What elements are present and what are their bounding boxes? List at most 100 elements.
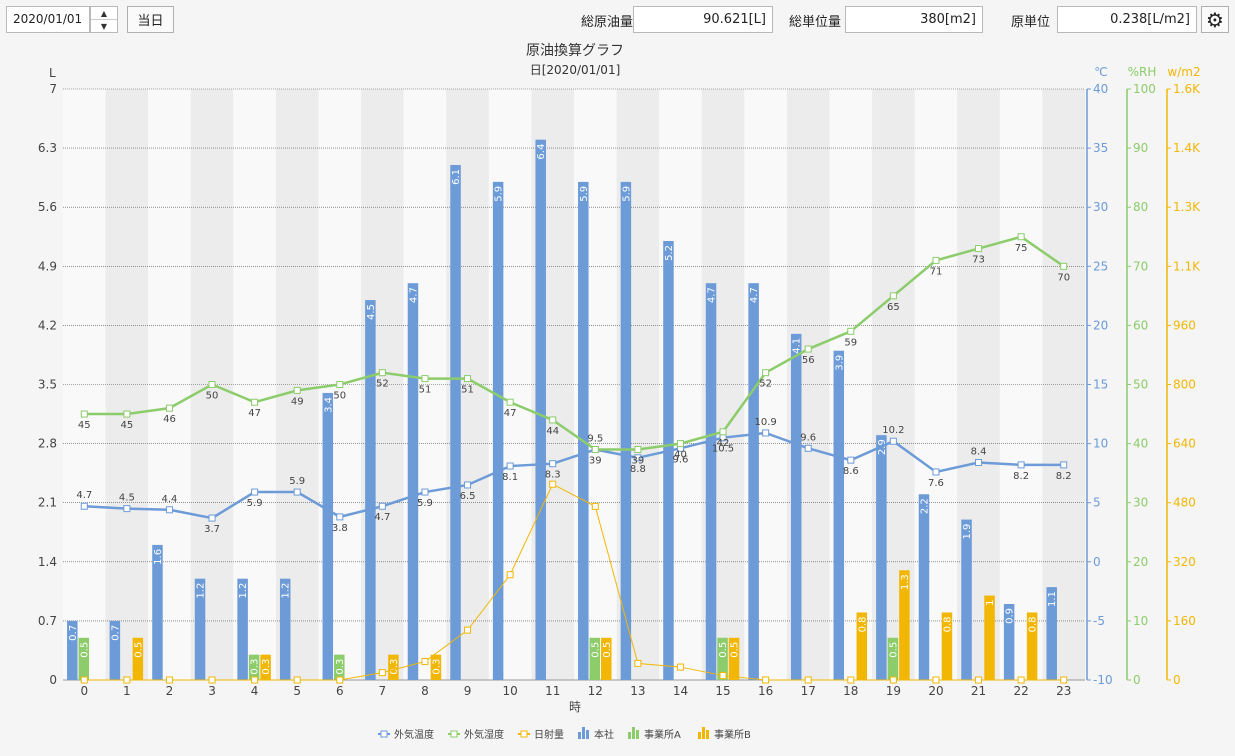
date-input[interactable]: 2020/01/01	[6, 6, 90, 33]
y-tick-label: 2.8	[38, 437, 57, 451]
bar-事業所B	[601, 637, 612, 680]
legend-marker-icon	[380, 730, 388, 738]
point-外気温度	[1017, 461, 1025, 469]
total-oil-label: 総原油量	[581, 15, 634, 30]
spin-down-icon[interactable]: ▼	[91, 19, 117, 32]
y-tick-label: 4.9	[38, 259, 57, 273]
point-外気湿度	[762, 369, 770, 377]
solar-tick-label: 1.3K	[1173, 200, 1201, 214]
point-日射量	[889, 676, 897, 684]
temp-tick-label: 35	[1093, 141, 1108, 155]
today-button[interactable]: 当日	[127, 6, 174, 33]
point-日射量	[932, 676, 940, 684]
point-外気湿度	[1017, 233, 1025, 241]
y-tick-label: 2.1	[38, 496, 57, 510]
legend-bar-icon	[586, 730, 589, 739]
x-tick-label: 17	[801, 684, 816, 698]
bar-label: 0.8	[1028, 616, 1039, 632]
point-外気湿度	[932, 256, 940, 264]
x-tick-label: 8	[421, 684, 429, 698]
point-label: 49	[291, 396, 304, 407]
y-tick-label: 6.3	[38, 141, 57, 155]
plot-band	[63, 89, 106, 680]
point-label: 6.5	[460, 491, 476, 502]
point-外気温度	[165, 506, 173, 514]
bar-label: 0.5	[718, 642, 729, 658]
bar-本社	[833, 350, 845, 680]
point-label: 71	[930, 266, 943, 277]
x-tick-label: 21	[971, 684, 986, 698]
point-label: 45	[78, 420, 91, 431]
bar-label: 0.3	[389, 659, 400, 675]
bar-事業所B	[430, 654, 442, 680]
point-label: 7.6	[928, 478, 944, 489]
x-tick-label: 11	[545, 684, 560, 698]
y-tick-label: 7	[49, 82, 57, 96]
temp-axis-title: ℃	[1094, 65, 1107, 79]
bar-本社	[194, 578, 206, 680]
bar-本社	[663, 240, 674, 680]
point-日射量	[549, 480, 557, 488]
spin-up-icon[interactable]: ▲	[100, 8, 108, 18]
solar-tick-label: 960	[1173, 318, 1196, 332]
x-tick-label: 6	[336, 684, 344, 698]
temp-tick-label: 25	[1093, 259, 1108, 273]
point-label: 4.7	[374, 512, 390, 523]
humidity-tick-label: 0	[1133, 673, 1141, 687]
point-label: 9.6	[800, 432, 816, 443]
bar-label: 6.4	[536, 144, 547, 160]
bar-本社	[365, 300, 376, 680]
chart-title: 原油換算グラフ	[526, 43, 624, 59]
temp-tick-label: -5	[1093, 614, 1105, 628]
solar-tick-label: 800	[1173, 378, 1196, 392]
x-tick-label: 15	[715, 684, 730, 698]
humidity-tick-label: 20	[1133, 555, 1148, 569]
point-外気温度	[889, 437, 897, 445]
x-tick-label: 18	[843, 684, 858, 698]
point-label: 46	[163, 414, 176, 425]
bar-事業所A	[717, 637, 728, 680]
point-label: 4.5	[119, 493, 135, 504]
bar-事業所A	[334, 654, 345, 680]
bar-本社	[705, 283, 717, 680]
unit-rate-label: 原単位	[1011, 15, 1051, 30]
point-label: 8.2	[1056, 471, 1072, 482]
date-spinner[interactable]: ▲ ▼	[90, 6, 118, 33]
point-外気温度	[293, 488, 301, 496]
x-tick-label: 1	[123, 684, 131, 698]
humidity-tick-label: 70	[1133, 259, 1148, 273]
point-label: 39	[632, 456, 645, 467]
crude-oil-chart: 00.71.42.12.83.54.24.95.66.37-10-5051015…	[38, 43, 1201, 741]
bar-label: 5.9	[494, 186, 505, 202]
point-label: 52	[376, 379, 389, 390]
point-日射量	[421, 658, 429, 666]
point-外気湿度	[1060, 262, 1068, 270]
solar-tick-label: 320	[1173, 555, 1196, 569]
x-tick-label: 0	[80, 684, 88, 698]
bar-事業所A	[248, 654, 260, 680]
point-label: 3.8	[332, 523, 348, 534]
bar-本社	[790, 333, 802, 680]
point-label: 65	[887, 302, 900, 313]
point-日射量	[1060, 676, 1068, 684]
bar-label: 4.5	[366, 304, 377, 320]
x-tick-label: 7	[379, 684, 387, 698]
point-label: 50	[206, 391, 219, 402]
y-tick-label: 1.4	[38, 555, 57, 569]
point-外気温度	[464, 481, 472, 489]
point-外気湿度	[251, 398, 259, 406]
point-日射量	[506, 571, 514, 579]
gear-icon[interactable]: ⚙	[1201, 6, 1229, 33]
bar-本社	[109, 620, 121, 680]
point-label: 10.9	[754, 417, 776, 428]
humidity-tick-label: 100	[1133, 82, 1156, 96]
y-tick-label: 5.6	[38, 200, 57, 214]
point-外気温度	[1060, 461, 1068, 469]
point-外気湿度	[208, 381, 216, 388]
point-外気温度	[634, 454, 642, 462]
humidity-tick-label: 80	[1133, 200, 1148, 214]
bar-label: 6.1	[451, 169, 462, 185]
x-tick-label: 2	[166, 684, 174, 698]
bar-label: 0.8	[857, 616, 868, 632]
y-tick-label: 3.5	[38, 378, 57, 392]
